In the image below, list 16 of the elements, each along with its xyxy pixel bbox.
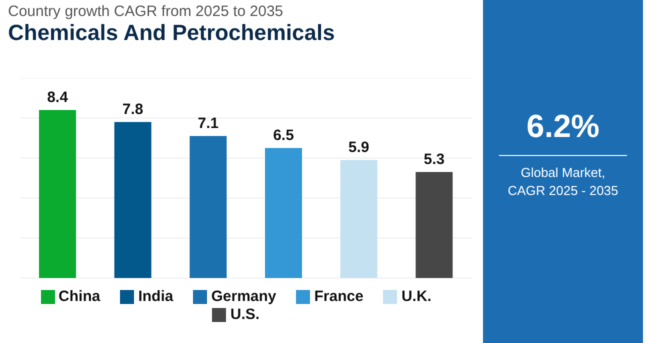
data-label: 7.1	[198, 115, 219, 132]
text: 6.2%	[526, 108, 600, 145]
legend-label: India	[138, 288, 174, 305]
legend-label: France	[314, 288, 364, 305]
legend-label: China	[58, 288, 100, 305]
chart-subtitle: Chemicals And Petrochemicals	[8, 20, 335, 46]
legend-label: U.S.	[230, 306, 260, 323]
data-label: 5.3	[424, 151, 445, 168]
legend-label: Germany	[211, 288, 276, 305]
data-label: 6.5	[273, 127, 294, 144]
data-label: 5.9	[348, 139, 370, 156]
data-label: 7.8	[122, 101, 144, 118]
legend-label: U.K.	[401, 288, 432, 305]
text: Global Market, CAGR 2025 - 2035	[506, 164, 620, 200]
data-label: 8.4	[47, 89, 69, 106]
chart-title: Country growth CAGR from 2025 to 2035	[8, 3, 284, 20]
